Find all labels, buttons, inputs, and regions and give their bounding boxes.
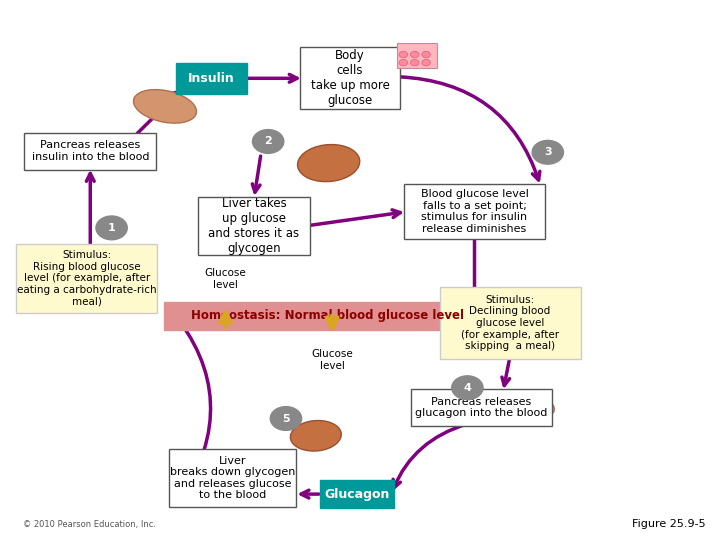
Circle shape: [422, 59, 431, 66]
FancyBboxPatch shape: [411, 389, 552, 426]
Circle shape: [399, 59, 408, 66]
Circle shape: [96, 216, 127, 240]
Text: 5: 5: [282, 414, 289, 423]
Text: 1: 1: [108, 223, 115, 233]
Text: Liver
breaks down glycogen
and releases glucose
to the blood: Liver breaks down glycogen and releases …: [170, 456, 295, 500]
Text: Glucose
level: Glucose level: [204, 268, 246, 290]
Text: 3: 3: [544, 147, 552, 157]
FancyBboxPatch shape: [24, 133, 156, 170]
Text: Pancreas releases
glucagon into the blood: Pancreas releases glucagon into the bloo…: [415, 397, 548, 418]
Text: Figure 25.9-5: Figure 25.9-5: [632, 519, 706, 529]
Text: © 2010 Pearson Education, Inc.: © 2010 Pearson Education, Inc.: [22, 520, 156, 529]
Text: Liver takes
up glucose
and stores it as
glycogen: Liver takes up glucose and stores it as …: [208, 197, 300, 255]
Text: Insulin: Insulin: [188, 72, 235, 85]
Text: 2: 2: [264, 137, 272, 146]
FancyBboxPatch shape: [397, 43, 437, 68]
Text: Pancreas releases
insulin into the blood: Pancreas releases insulin into the blood: [32, 140, 149, 162]
Circle shape: [532, 140, 564, 164]
FancyBboxPatch shape: [169, 449, 296, 507]
FancyBboxPatch shape: [300, 47, 400, 109]
Text: Homeostasis: Normal blood glucose level: Homeostasis: Normal blood glucose level: [191, 309, 464, 322]
Text: Body
cells
take up more
glucose: Body cells take up more glucose: [310, 49, 390, 107]
Text: 4: 4: [464, 383, 472, 393]
Text: Stimulus:
Declining blood
glucose level
(for example, after
skipping  a meal): Stimulus: Declining blood glucose level …: [461, 295, 559, 351]
FancyBboxPatch shape: [198, 197, 310, 255]
Text: Glucose
level: Glucose level: [311, 349, 353, 371]
Circle shape: [399, 51, 408, 58]
Ellipse shape: [290, 421, 341, 451]
Circle shape: [451, 376, 483, 400]
Ellipse shape: [297, 145, 360, 181]
Text: Blood glucose level
falls to a set point;
stimulus for insulin
release diminishe: Blood glucose level falls to a set point…: [420, 190, 528, 234]
FancyBboxPatch shape: [320, 480, 395, 508]
Text: Glucagon: Glucagon: [325, 488, 390, 501]
Ellipse shape: [504, 394, 554, 418]
FancyBboxPatch shape: [17, 244, 157, 313]
FancyBboxPatch shape: [164, 302, 490, 330]
FancyBboxPatch shape: [176, 63, 247, 94]
Text: Stimulus:
Rising blood glucose
level (for example, after
eating a carbohydrate-r: Stimulus: Rising blood glucose level (fo…: [17, 250, 156, 306]
Circle shape: [410, 51, 419, 58]
FancyBboxPatch shape: [440, 287, 580, 359]
FancyBboxPatch shape: [404, 184, 545, 239]
Ellipse shape: [133, 90, 197, 123]
Circle shape: [410, 59, 419, 66]
Circle shape: [253, 130, 284, 153]
Circle shape: [422, 51, 431, 58]
Circle shape: [270, 407, 302, 430]
